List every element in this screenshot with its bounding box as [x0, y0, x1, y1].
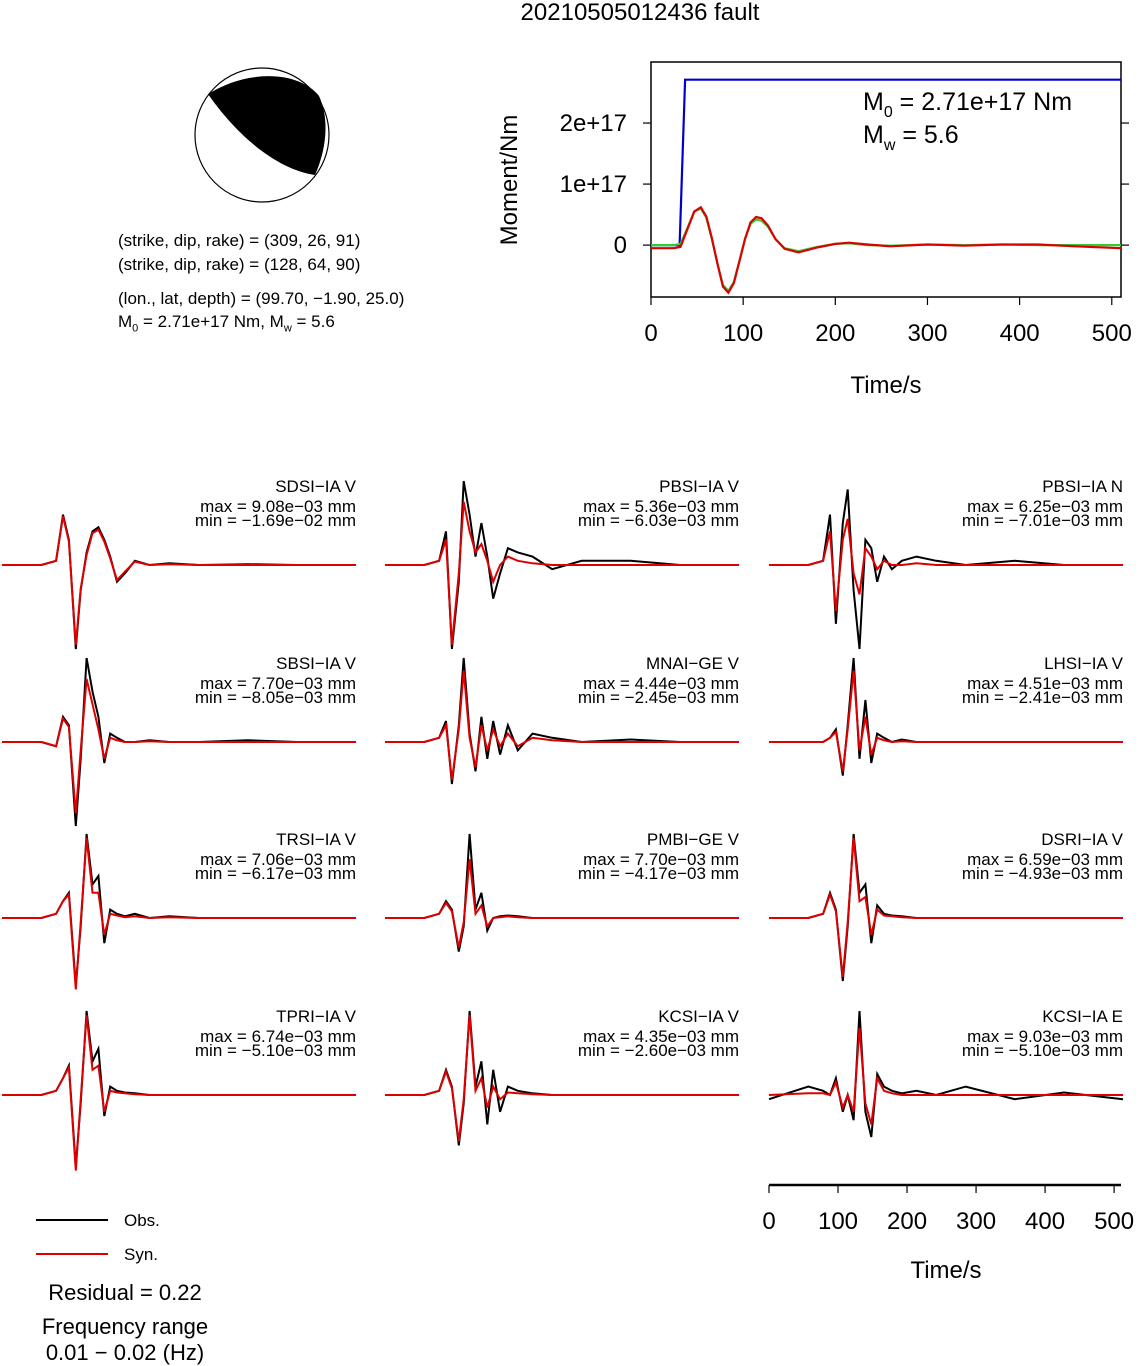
moment-xtick-label-4: 400	[1000, 320, 1040, 347]
moment-summary: M0 = 2.71e+17 Nm, Mw = 5.6	[118, 312, 335, 335]
station-max-10: max = 4.35e−03 mm	[583, 1027, 739, 1046]
station-name-3: SBSI−IA V	[276, 654, 356, 673]
syn-trace-2	[769, 518, 1123, 612]
moment-annotation-m0: M0 = 2.71e+17 Nm	[863, 88, 1072, 121]
syn-trace-9	[2, 1015, 356, 1171]
frequency-range-label: Frequency range	[41, 1314, 209, 1339]
moment-xtick-label-1: 100	[723, 320, 763, 347]
station-max-3: max = 7.70e−03 mm	[200, 674, 356, 693]
syn-trace-8	[769, 838, 1123, 977]
waveform-time-axis: Time/s 0 100 200 300 400 500	[762, 1183, 1134, 1284]
waveform-xtick-label-0: 0	[762, 1208, 775, 1235]
waveform-xtick-label-1: 100	[818, 1208, 858, 1235]
syn-trace-3	[2, 678, 356, 814]
nodal-plane-2: (strike, dip, rake) = (128, 64, 90)	[118, 255, 361, 274]
legend-obs-label: Obs.	[124, 1211, 160, 1230]
station-min-4: min = −2.45e−03 mm	[577, 688, 739, 707]
waveform-xtick-label-3: 300	[956, 1208, 996, 1235]
syn-trace-5	[769, 670, 1123, 772]
station-min-8: min = −4.93e−03 mm	[961, 864, 1123, 883]
moment-xtick-label-2: 200	[815, 320, 855, 347]
page-title: 20210505012436 fault	[520, 0, 760, 26]
moment-xtick-label-3: 300	[907, 320, 947, 347]
station-min-6: min = −6.17e−03 mm	[194, 864, 356, 883]
station-max-11: max = 9.03e−03 mm	[967, 1027, 1123, 1046]
waveform-xtick-label-2: 200	[887, 1208, 927, 1235]
moment-ytick-label-2: 2e+17	[560, 110, 627, 137]
legend-syn-label: Syn.	[124, 1245, 158, 1264]
station-min-1: min = −6.03e−03 mm	[577, 511, 739, 530]
nodal-plane-1: (strike, dip, rake) = (309, 26, 91)	[118, 231, 361, 250]
station-max-5: max = 4.51e−03 mm	[967, 674, 1123, 693]
waveform-xtick-label-4: 400	[1025, 1208, 1065, 1235]
station-min-7: min = −4.17e−03 mm	[577, 864, 739, 883]
station-name-2: PBSI−IA N	[1042, 477, 1123, 496]
station-name-0: SDSI−IA V	[275, 477, 356, 496]
residual-label: Residual = 0.22	[48, 1280, 202, 1305]
moment-rate-panel: 0 100 200 300 400 500 0 1e+17 2e+17 M0 = 2.71e+1…	[496, 61, 1132, 399]
moment-ytick-label-1: 1e+17	[560, 171, 627, 198]
station-name-11: KCSI−IA E	[1042, 1007, 1123, 1026]
station-min-0: min = −1.69e−02 mm	[194, 511, 356, 530]
station-min-10: min = −2.60e−03 mm	[577, 1041, 739, 1060]
station-max-9: max = 6.74e−03 mm	[200, 1027, 356, 1046]
moment-ytick-label-0: 0	[614, 232, 627, 259]
station-min-3: min = −8.05e−03 mm	[194, 688, 356, 707]
station-max-2: max = 6.25e−03 mm	[967, 497, 1123, 516]
station-name-1: PBSI−IA V	[659, 477, 739, 496]
station-name-7: PMBI−GE V	[646, 830, 739, 849]
station-max-7: max = 7.70e−03 mm	[583, 850, 739, 869]
waveform-grid	[2, 480, 1124, 1171]
hypocenter-location: (lon., lat, depth) = (99.70, −1.90, 25.0…	[118, 289, 405, 308]
obs-trace-0	[2, 514, 356, 650]
station-min-9: min = −5.10e−03 mm	[194, 1041, 356, 1060]
syn-trace-6	[2, 838, 356, 990]
station-name-9: TPRI−IA V	[276, 1007, 356, 1026]
station-name-5: LHSI−IA V	[1044, 654, 1123, 673]
station-max-1: max = 5.36e−03 mm	[583, 497, 739, 516]
beachball-compressional-quadrant	[208, 76, 326, 175]
moment-annotation-mw: Mw = 5.6	[863, 121, 959, 154]
moment-xtick-label-0: 0	[644, 320, 657, 347]
moment-ylabel: Moment/Nm	[496, 115, 523, 246]
station-min-5: min = −2.41e−03 mm	[961, 688, 1123, 707]
moment-rate-red-line	[651, 205, 1122, 295]
syn-trace-11	[768, 1027, 1123, 1125]
waveform-xtick-label-5: 500	[1094, 1208, 1134, 1235]
syn-trace-0	[2, 516, 356, 645]
syn-trace-4	[385, 670, 739, 780]
syn-trace-10	[385, 1015, 739, 1142]
waveform-xlabel: Time/s	[910, 1257, 981, 1284]
moment-plot-frame	[650, 61, 1122, 298]
station-max-4: max = 4.44e−03 mm	[583, 674, 739, 693]
moment-xlabel: Time/s	[850, 372, 921, 399]
station-min-11: min = −5.10e−03 mm	[961, 1041, 1123, 1060]
station-name-6: TRSI−IA V	[276, 830, 356, 849]
station-max-8: max = 6.59e−03 mm	[967, 850, 1123, 869]
syn-trace-1	[385, 501, 739, 645]
frequency-range-value: 0.01 − 0.02 (Hz)	[45, 1340, 205, 1365]
legend: Obs. Syn.	[36, 1211, 160, 1264]
station-min-2: min = −7.01e−03 mm	[961, 511, 1123, 530]
station-max-6: max = 7.06e−03 mm	[200, 850, 356, 869]
beachball	[194, 67, 330, 203]
station-name-8: DSRI−IA V	[1041, 830, 1123, 849]
station-max-0: max = 9.08e−03 mm	[200, 497, 356, 516]
moment-xtick-label-5: 500	[1092, 320, 1132, 347]
station-name-4: MNAI−GE V	[645, 654, 739, 673]
station-name-10: KCSI−IA V	[658, 1007, 739, 1026]
syn-trace-7	[385, 859, 739, 948]
